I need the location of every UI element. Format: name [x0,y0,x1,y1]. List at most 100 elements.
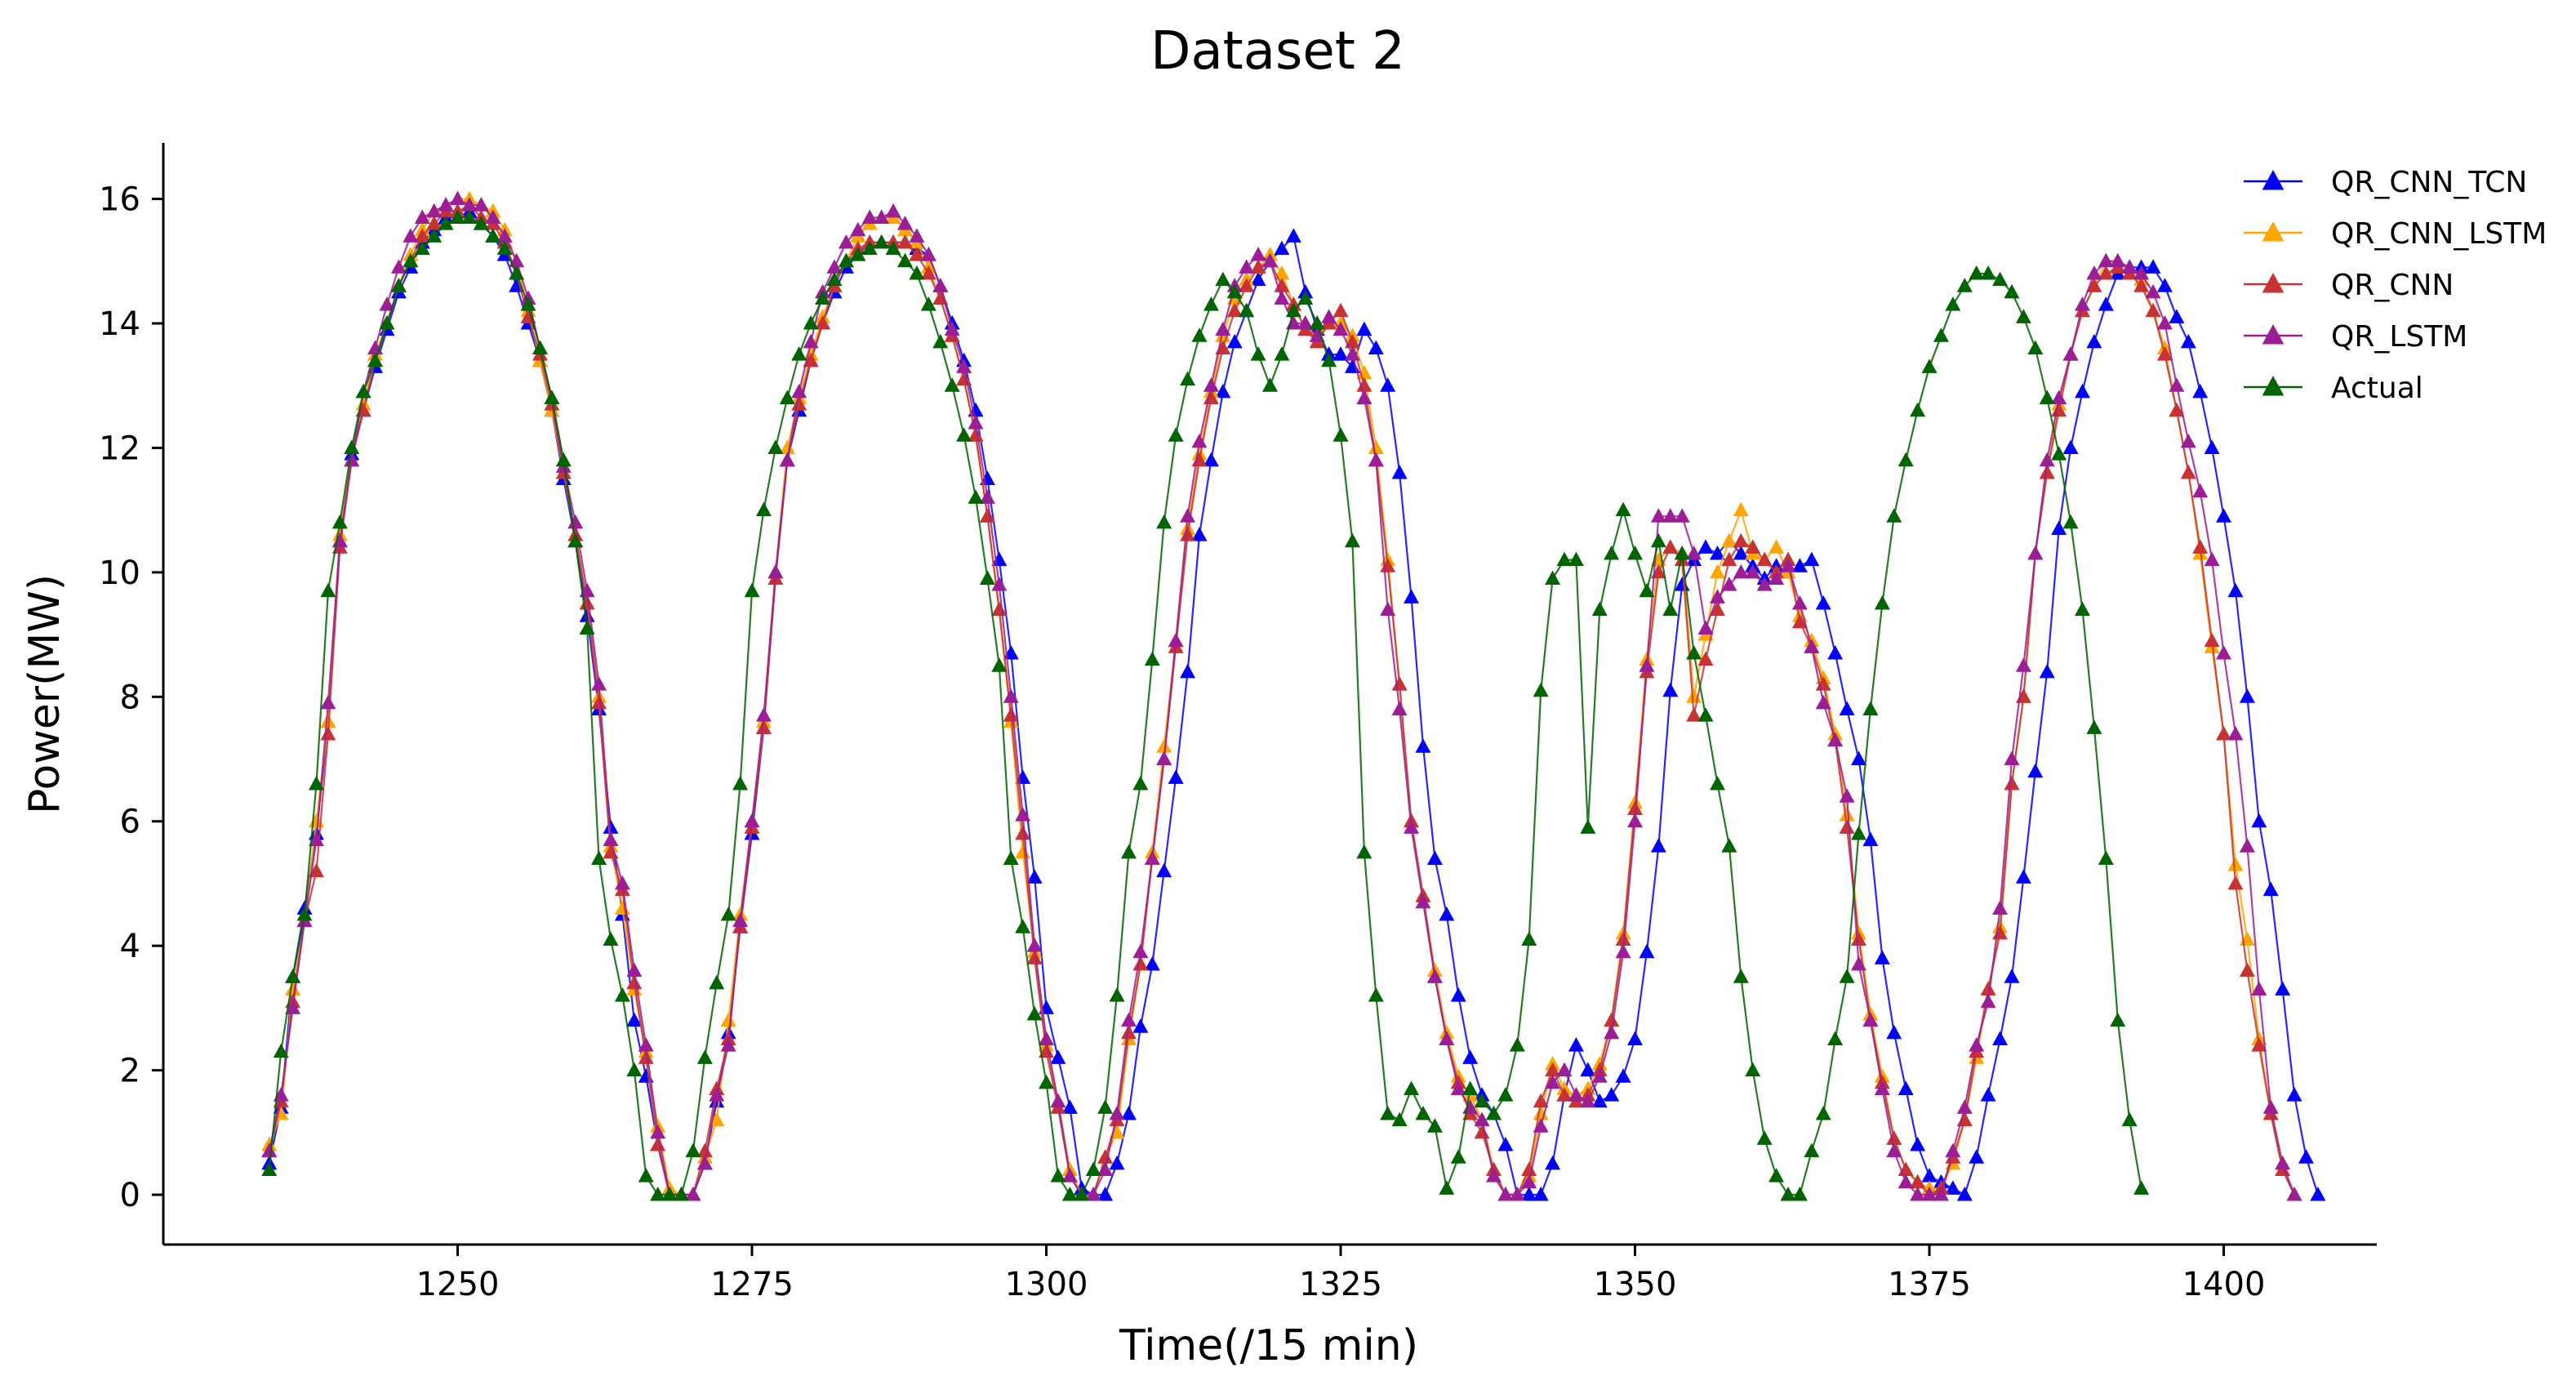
data-point [1686,546,1702,560]
data-point [1898,452,1914,467]
data-point [1745,563,1761,579]
data-point [496,240,513,256]
data-point [2098,850,2114,865]
data-point [1015,844,1031,859]
data-point [815,315,831,330]
data-point [1262,252,1278,268]
data-point [390,259,407,274]
data-point [1921,1168,1938,1182]
data-point [1697,620,1714,635]
data-point [1969,1037,1985,1052]
data-point [2039,464,2055,479]
legend-label: QR_LSTM [2331,320,2467,354]
legend-marker-icon [2262,273,2285,293]
x-ticks: 1250 1275 1300 1325 1350 1375 1400 [416,1245,2265,1303]
data-point [1226,283,1243,299]
data-point [320,726,336,741]
x-tick-label: 1275 [710,1266,794,1303]
data-point [2204,551,2220,567]
data-point [874,209,890,224]
data-point [1697,651,1714,666]
data-point [2074,601,2090,617]
data-point [1039,1031,1055,1045]
data-point [2204,439,2220,454]
data-point [1533,1093,1549,1108]
data-point [485,228,501,243]
data-point [1497,1187,1514,1201]
data-point [438,216,454,230]
data-point [1615,501,1631,517]
data-point [2262,881,2279,897]
data-point [1815,595,1831,610]
y-tick-label: 4 [120,928,140,965]
data-point [2227,857,2244,871]
data-point [2251,813,2267,828]
data-point [261,1142,278,1158]
data-point [1721,838,1737,853]
data-point [1980,993,1996,1009]
data-point [2169,309,2185,323]
data-point [803,333,819,349]
data-point [614,875,630,890]
data-point [614,987,630,1002]
legend-item: QR_LSTM [2244,320,2467,354]
axes [162,143,2377,1246]
data-point [2098,252,2114,268]
data-point [1992,1031,2009,1045]
data-point [473,197,489,212]
data-point [791,383,808,399]
data-point [1521,1161,1537,1177]
data-point [2227,582,2244,598]
data-point [2110,1012,2126,1027]
y-tick-label: 14 [99,305,140,343]
data-point [1239,259,1255,274]
data-point [1910,402,1926,417]
data-point [1674,508,1690,523]
data-point [1426,969,1443,983]
data-point [403,228,419,243]
y-axis-label: Power(MW) [20,574,69,814]
data-point [720,1012,736,1027]
data-point [803,315,819,330]
data-point [1709,546,1725,560]
data-point [1862,1012,1879,1027]
data-point [1415,893,1431,909]
data-point [1768,1168,1785,1182]
data-point [1580,1062,1596,1077]
data-point [1733,501,1749,517]
data-point [1733,969,1749,983]
data-point [438,197,454,212]
data-point [1662,601,1679,617]
data-point [1462,1080,1479,1095]
data-point [1556,1062,1573,1077]
data-point [944,377,960,392]
data-point [1344,346,1360,361]
data-point [1439,1031,1455,1045]
data-point [1591,1068,1608,1083]
data-point [485,209,501,224]
data-point [1839,788,1855,803]
data-point [1604,546,1620,560]
data-point [767,439,784,454]
data-point [1415,738,1431,753]
data-point [1745,539,1761,554]
data-point [909,247,925,261]
data-point [1120,844,1137,859]
data-point [1391,1111,1408,1127]
data-point [1368,439,1384,454]
data-point [1910,1174,1926,1189]
data-point [1250,259,1266,274]
data-point [2086,333,2102,349]
data-point [1627,800,1644,815]
data-point [2133,265,2150,280]
data-point [1650,532,1666,548]
series-qr-cnn-lstm [261,190,2302,1201]
y-ticks: 0 2 4 6 8 10 12 14 16 [99,181,163,1214]
data-point [1356,377,1373,392]
data-point [1756,551,1773,567]
data-point [1862,831,1879,847]
data-point [791,396,808,411]
data-point [1898,1174,1914,1189]
data-point [1686,707,1702,722]
data-point [1545,1155,1561,1170]
